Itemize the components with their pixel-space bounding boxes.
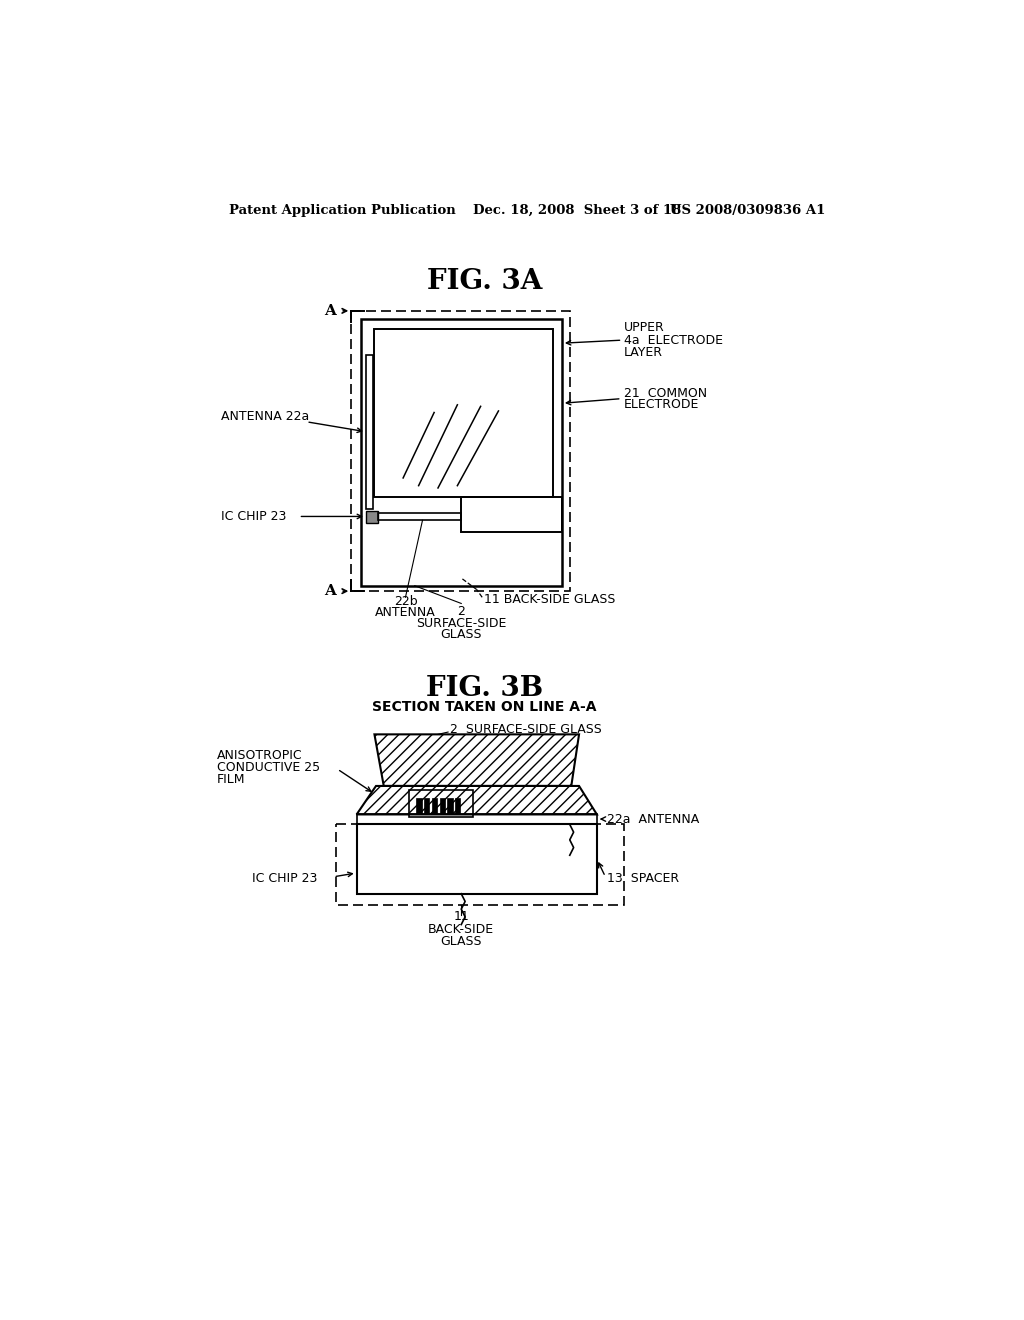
Text: 22b: 22b xyxy=(393,594,417,607)
Text: ELECTRODE: ELECTRODE xyxy=(624,399,699,412)
Text: Patent Application Publication: Patent Application Publication xyxy=(228,205,456,218)
Text: SURFACE-SIDE: SURFACE-SIDE xyxy=(416,616,507,630)
Text: IC CHIP 23: IC CHIP 23 xyxy=(221,510,287,523)
Polygon shape xyxy=(432,797,437,814)
Text: BACK-SIDE: BACK-SIDE xyxy=(428,923,495,936)
Text: Dec. 18, 2008  Sheet 3 of 18: Dec. 18, 2008 Sheet 3 of 18 xyxy=(473,205,681,218)
Text: 4a  ELECTRODE: 4a ELECTRODE xyxy=(624,334,723,347)
Text: FILM: FILM xyxy=(217,774,246,787)
Text: A: A xyxy=(324,585,336,598)
Text: 11: 11 xyxy=(454,911,469,924)
Text: 22a  ANTENNA: 22a ANTENNA xyxy=(607,813,699,825)
Polygon shape xyxy=(366,511,378,523)
Text: GLASS: GLASS xyxy=(440,628,482,642)
Text: ANTENNA 22a: ANTENNA 22a xyxy=(221,409,309,422)
Polygon shape xyxy=(455,797,461,814)
Polygon shape xyxy=(356,785,597,814)
Text: A: A xyxy=(324,304,336,318)
Text: FIG. 3A: FIG. 3A xyxy=(427,268,542,296)
Text: 21  COMMON: 21 COMMON xyxy=(624,387,708,400)
Polygon shape xyxy=(439,797,445,814)
Text: CONDUCTIVE 25: CONDUCTIVE 25 xyxy=(217,760,321,774)
Text: 11 BACK-SIDE GLASS: 11 BACK-SIDE GLASS xyxy=(484,593,615,606)
Text: 13  SPACER: 13 SPACER xyxy=(607,871,679,884)
Text: 2  SURFACE-SIDE GLASS: 2 SURFACE-SIDE GLASS xyxy=(450,723,601,737)
Polygon shape xyxy=(375,734,579,785)
Text: UPPER: UPPER xyxy=(624,321,665,334)
Text: US 2008/0309836 A1: US 2008/0309836 A1 xyxy=(671,205,826,218)
Text: 2: 2 xyxy=(458,605,465,618)
Text: ANTENNA: ANTENNA xyxy=(375,606,436,619)
Polygon shape xyxy=(417,797,422,814)
Text: SECTION TAKEN ON LINE A-A: SECTION TAKEN ON LINE A-A xyxy=(373,701,597,714)
Polygon shape xyxy=(447,797,453,814)
Text: IC CHIP 23: IC CHIP 23 xyxy=(252,871,317,884)
Polygon shape xyxy=(424,797,429,814)
Text: FIG. 3B: FIG. 3B xyxy=(426,675,543,702)
Text: LAYER: LAYER xyxy=(624,346,663,359)
Text: GLASS: GLASS xyxy=(440,935,482,948)
Text: ANISOTROPIC: ANISOTROPIC xyxy=(217,748,303,762)
